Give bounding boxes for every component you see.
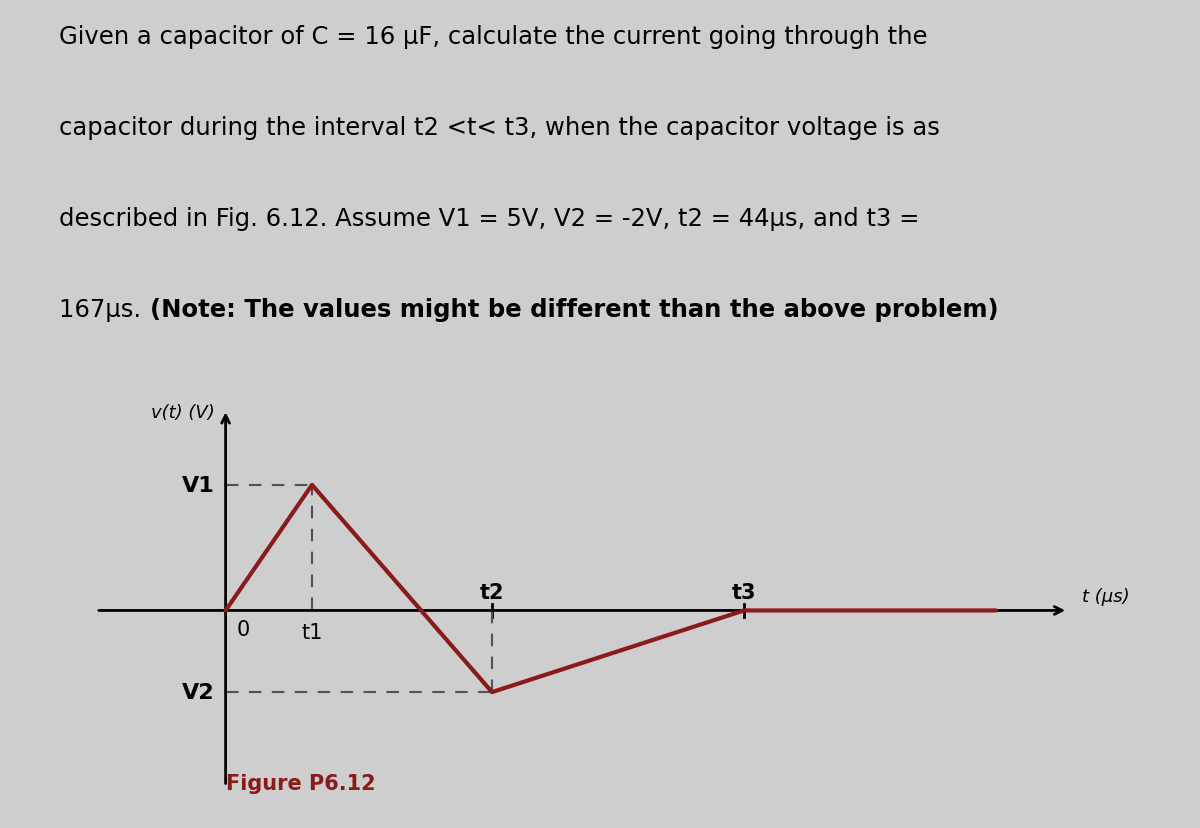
Text: Given a capacitor of C = 16 μF, calculate the current going through the: Given a capacitor of C = 16 μF, calculat… [59,25,928,49]
Text: (Note: The values might be different than the above problem): (Note: The values might be different tha… [150,298,998,322]
Text: V2: V2 [182,682,215,702]
Text: V1: V1 [182,475,215,495]
Text: v(t) (V): v(t) (V) [151,404,215,421]
Text: t3: t3 [732,582,756,602]
Text: Figure P6.12: Figure P6.12 [226,773,376,792]
Text: described in Fig. 6.12. Assume V1 = 5V, V2 = -2V, t2 = 44μs, and t3 =: described in Fig. 6.12. Assume V1 = 5V, … [59,207,919,231]
Text: t1: t1 [301,622,323,642]
Text: t (μs): t (μs) [1082,588,1130,606]
Text: t2: t2 [480,582,504,602]
Text: capacitor during the interval t2 <t< t3, when the capacitor voltage is as: capacitor during the interval t2 <t< t3,… [59,116,940,140]
Text: 167μs.: 167μs. [59,298,149,322]
Text: 0: 0 [236,619,250,639]
